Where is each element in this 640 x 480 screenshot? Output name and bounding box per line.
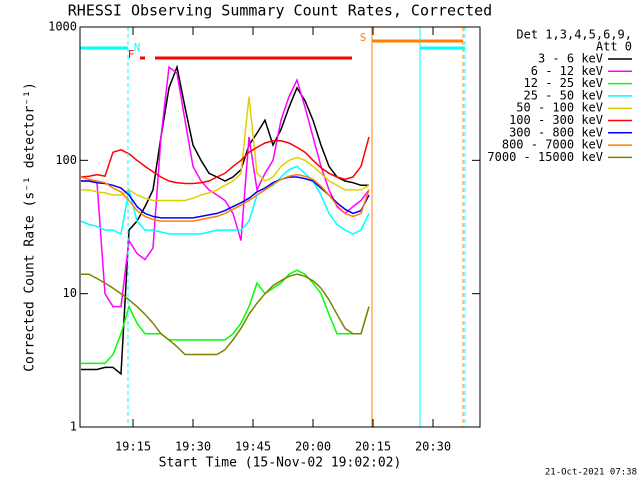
x-tick-label: 19:15 bbox=[115, 440, 151, 454]
flag-label: S bbox=[360, 31, 367, 44]
chart-title: RHESSI Observing Summary Count Rates, Co… bbox=[68, 2, 492, 20]
y-tick-label: 1000 bbox=[48, 20, 77, 34]
legend-label: 50 - 100 keV bbox=[516, 101, 603, 115]
legend-label: 300 - 800 keV bbox=[509, 125, 603, 139]
data-line bbox=[81, 269, 370, 365]
data-line bbox=[80, 173, 370, 222]
data-line bbox=[81, 64, 369, 376]
legend-header: Att 0 bbox=[596, 40, 632, 54]
legend-label: 25 - 50 keV bbox=[524, 88, 603, 102]
legend-label: 800 - 7000 keV bbox=[502, 138, 603, 152]
x-tick-label: 19:45 bbox=[235, 440, 271, 454]
legend-label: 7000 - 15000 keV bbox=[487, 150, 603, 164]
footer: 21-Oct-2021 07:38 bbox=[545, 468, 637, 478]
legend-label: 6 - 12 keV bbox=[531, 64, 603, 78]
x-tick-label: 19:30 bbox=[175, 440, 211, 454]
legend-label: 12 - 25 keV bbox=[524, 76, 603, 90]
x-tick-label: 20:15 bbox=[355, 440, 391, 454]
data-line bbox=[81, 273, 370, 356]
x-tick-label: 20:00 bbox=[295, 440, 331, 454]
data-line bbox=[81, 65, 370, 308]
y-tick-label: 1 bbox=[70, 420, 77, 434]
flag-label: F bbox=[128, 48, 135, 61]
data-line bbox=[81, 176, 370, 219]
x-axis-label: Start Time (15-Nov-02 19:02:02) bbox=[159, 456, 402, 471]
y-axis-label: Corrected Count Rate (s⁻¹ detector⁻¹) bbox=[23, 82, 38, 372]
plot-frame bbox=[79, 26, 481, 428]
legend-header: Det 1,3,4,5,6,9, bbox=[516, 28, 632, 42]
y-tick-label: 10 bbox=[63, 286, 77, 300]
data-line bbox=[80, 136, 370, 185]
y-tick-label: 100 bbox=[55, 153, 77, 167]
data-line bbox=[81, 96, 370, 202]
legend-label: 100 - 300 keV bbox=[509, 113, 603, 127]
x-tick-label: 20:30 bbox=[415, 440, 451, 454]
legend-label: 3 - 6 keV bbox=[538, 52, 603, 66]
flag-label: N bbox=[134, 41, 141, 54]
